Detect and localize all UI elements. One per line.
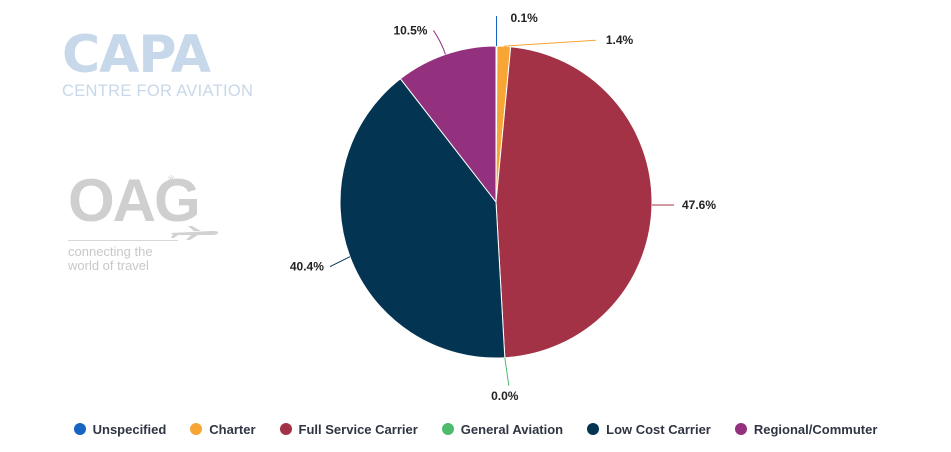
- legend-item-charter[interactable]: Charter: [190, 421, 256, 437]
- registered-mark-icon: ®: [168, 174, 175, 184]
- data-label-general-aviation: 0.0%: [491, 389, 519, 403]
- leader-line-charter: [503, 39, 596, 47]
- data-label-regional-commuter: 10.5%: [393, 23, 427, 37]
- chart-legend: Unspecified Charter Full Service Carrier Ge…: [0, 418, 951, 440]
- legend-dot-icon: [190, 423, 203, 435]
- oag-logo: OAG ® connecting the world of travel: [68, 167, 228, 273]
- legend-dot-icon: [279, 423, 292, 435]
- legend-label: Full Service Carrier: [298, 421, 418, 437]
- pie-slice-low-cost-carrier[interactable]: [339, 78, 506, 359]
- legend-dot-icon: [73, 423, 86, 435]
- data-label-full-service-carrier: 47.6%: [682, 198, 716, 212]
- legend-item-unspecified[interactable]: Unspecified: [73, 421, 167, 437]
- pie-slices: [339, 45, 653, 359]
- leader-line-low-cost-carrier: [329, 256, 351, 268]
- pie-slice-full-service-carrier[interactable]: [495, 46, 653, 359]
- legend-label: General Aviation: [460, 421, 564, 437]
- capa-logo: CAPA CENTRE FOR AVIATION: [62, 25, 266, 101]
- legend-label: Unspecified: [92, 421, 167, 437]
- oag-divider: [68, 240, 178, 241]
- legend-dot-icon: [734, 423, 747, 435]
- leader-lines: [329, 16, 674, 386]
- capa-logo-word: CAPA: [62, 25, 211, 85]
- legend-item-full-service-carrier[interactable]: Full Service Carrier: [279, 421, 418, 437]
- data-labels: 0.1% 1.4% 47.6% 0.0% 40.4% 10.5%: [290, 11, 716, 403]
- capa-logo-tagline: CENTRE FOR AVIATION: [62, 82, 254, 100]
- data-label-charter: 1.4%: [606, 33, 634, 47]
- legend-dot-icon: [587, 423, 600, 435]
- legend-item-general-aviation[interactable]: General Aviation: [441, 421, 564, 437]
- pie-slice-regional-commuter[interactable]: [399, 45, 497, 204]
- legend-item-regional-commuter[interactable]: Regional/Commuter: [734, 421, 878, 437]
- legend-item-low-cost-carrier[interactable]: Low Cost Carrier: [587, 422, 711, 437]
- legend-label: Charter: [209, 421, 256, 437]
- data-label-low-cost-carrier: 40.4%: [290, 260, 324, 274]
- legend-label: Regional/Commuter: [753, 421, 878, 437]
- leader-line-regional-commuter: [433, 30, 446, 55]
- legend-dot-icon: [441, 423, 454, 435]
- oag-tagline-line1: connecting the: [68, 244, 153, 259]
- oag-tagline-line2: world of travel: [68, 258, 149, 273]
- leader-line-general-aviation: [504, 357, 510, 386]
- pie-chart: 0.1% 1.4% 47.6% 0.0% 40.4% 10.5%: [290, 11, 716, 403]
- data-label-unspecified: 0.1%: [510, 11, 538, 25]
- airplane-icon: [170, 226, 219, 240]
- legend-label: Low Cost Carrier: [606, 421, 711, 437]
- oag-logo-word: OAG: [68, 167, 201, 234]
